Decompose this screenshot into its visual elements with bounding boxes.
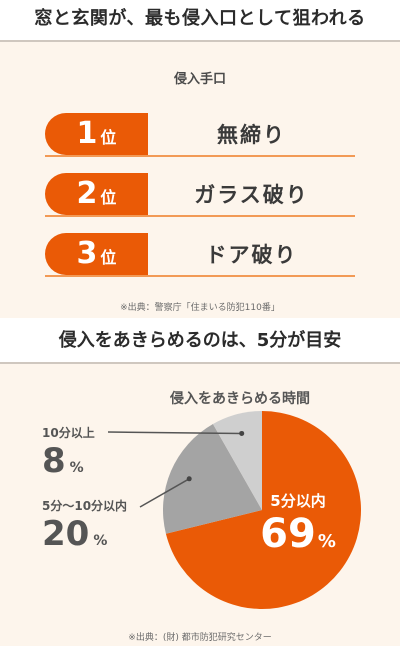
leader-line-10min-plus-dot [239,430,245,436]
slice-unit: % [93,533,108,549]
pie-slice-0 [165,410,361,609]
chart-title: 侵入をあきらめる時間 [170,391,310,407]
rank-label: ガラス破り [194,183,309,207]
slice-label-within-5min: 5分以内 69% [238,490,358,557]
leader-line-5to10min [139,478,190,508]
chart-source: ※出典：(財) 都市防犯研究センター [128,633,272,643]
slice-name: 5分〜10分以内 [42,499,128,513]
rank-badge-1: 1 位 [45,113,148,155]
rank-suffix: 位 [100,248,117,267]
slice-unit: % [317,531,336,552]
pie-slice-1 [162,423,262,534]
slice-unit: % [69,460,84,476]
rank-number: 2 [76,176,98,211]
divider-top [0,40,400,42]
rank-row-3: 3 位 ドア破り [45,233,355,277]
rank-suffix: 位 [100,188,117,207]
rank-badge-3: 3 位 [45,233,148,275]
rank-badge-2: 2 位 [45,173,148,215]
slice-value: 69 [260,511,316,557]
slice-label-10min-plus: 10分以上 8% [42,424,95,481]
rank-label: 無締り [217,123,286,147]
slice-label-5to10min: 5分〜10分以内 20% [42,497,127,554]
rank-row-2: 2 位 ガラス破り [45,173,355,217]
rank-row-1: 1 位 無締り [45,113,355,157]
slice-name: 5分以内 [270,492,326,510]
rank-suffix: 位 [100,128,117,147]
headline: 窓と玄関が、最も侵入口として狙われる [34,8,366,29]
slice-name: 10分以上 [42,426,95,440]
pie-slice-2 [212,411,262,510]
slice-value: 8 [42,441,66,481]
headline-2: 侵入をあきらめるのは、5分が目安 [58,330,342,351]
rank-number: 3 [76,236,98,271]
leader-line-5to10min-dot [186,476,192,482]
leader-line-10min-plus [107,431,242,435]
entry-subtitle: 侵入手口 [173,72,226,87]
rank-label: ドア破り [205,243,298,267]
divider-mid [0,362,400,364]
entry-source: ※出典：警察庁「住まいる防犯110番」 [120,303,280,313]
slice-value: 20 [42,514,90,554]
rank-number: 1 [76,116,98,151]
